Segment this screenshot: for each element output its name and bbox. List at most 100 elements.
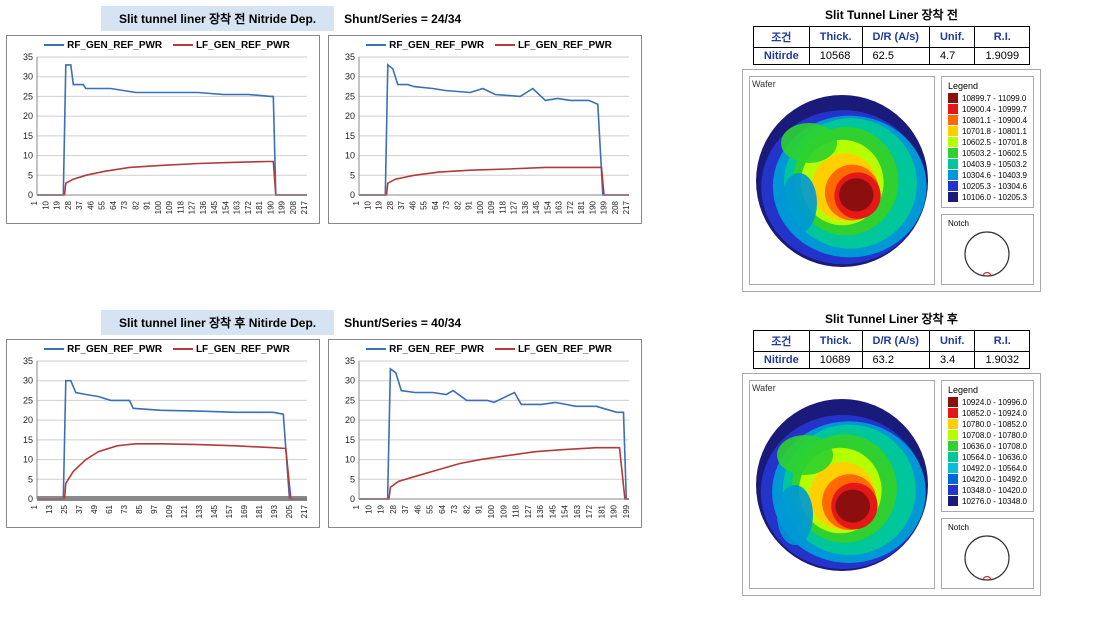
chart-legend: RF_GEN_REF_PWR LF_GEN_REF_PWR xyxy=(13,40,313,51)
svg-text:10: 10 xyxy=(23,455,33,465)
svg-text:35: 35 xyxy=(23,357,33,366)
result-table: 조건Thick.D/R (A/s)Unif.R.I.Nitirde1056862… xyxy=(753,26,1030,65)
svg-text:20: 20 xyxy=(345,111,355,121)
legend-title: Legend xyxy=(948,81,1027,91)
notch-icon xyxy=(961,532,1013,584)
svg-text:55: 55 xyxy=(420,200,429,209)
legend-label-lf: LF_GEN_REF_PWR xyxy=(196,344,290,355)
svg-text:154: 154 xyxy=(221,200,230,214)
legend-range: 10348.0 - 10420.0 xyxy=(962,486,1027,495)
table-cell: 3.4 xyxy=(929,352,974,369)
table-cell: Nitirde xyxy=(753,352,809,369)
svg-text:64: 64 xyxy=(438,504,447,513)
table-title: Slit Tunnel Liner 장착 후 xyxy=(825,310,958,327)
legend-label-rf: RF_GEN_REF_PWR xyxy=(67,40,162,51)
legend-item: 10420.0 - 10492.0 xyxy=(948,474,1027,484)
shunt-series-label: Shunt/Series = 24/34 xyxy=(344,12,461,26)
result-table: 조건Thick.D/R (A/s)Unif.R.I.Nitirde1068963… xyxy=(753,330,1030,369)
svg-text:30: 30 xyxy=(345,72,355,82)
svg-text:136: 136 xyxy=(536,504,545,518)
svg-text:82: 82 xyxy=(131,200,140,209)
legend-title: Legend xyxy=(948,385,1027,395)
svg-text:100: 100 xyxy=(487,504,496,518)
svg-text:133: 133 xyxy=(195,504,204,518)
svg-text:13: 13 xyxy=(45,504,54,513)
table-title: Slit Tunnel Liner 장착 전 xyxy=(825,6,958,23)
svg-text:73: 73 xyxy=(442,200,451,209)
wafer-map xyxy=(752,395,932,575)
svg-text:145: 145 xyxy=(210,504,219,518)
svg-text:181: 181 xyxy=(597,504,606,518)
svg-text:91: 91 xyxy=(143,200,152,209)
legend-range: 10708.0 - 10780.0 xyxy=(962,431,1027,440)
svg-text:127: 127 xyxy=(524,504,533,518)
svg-text:145: 145 xyxy=(548,504,557,518)
svg-text:217: 217 xyxy=(300,504,309,518)
line-chart: 0510152025303511325374961738597109121133… xyxy=(13,357,313,527)
svg-text:20: 20 xyxy=(23,111,33,121)
svg-text:181: 181 xyxy=(577,200,586,214)
svg-text:10: 10 xyxy=(363,200,372,209)
notch-label: Notch xyxy=(948,219,969,228)
wafer-panel: Wafer xyxy=(749,380,935,589)
svg-text:172: 172 xyxy=(244,200,253,214)
svg-text:136: 136 xyxy=(521,200,530,214)
table-cell: 4.7 xyxy=(929,48,974,65)
svg-text:0: 0 xyxy=(350,494,355,504)
svg-text:15: 15 xyxy=(345,131,355,141)
legend-range: 10403.9 - 10503.2 xyxy=(962,160,1027,169)
svg-text:1: 1 xyxy=(30,200,39,205)
svg-text:109: 109 xyxy=(499,504,508,518)
table-cell: 10568 xyxy=(809,48,862,65)
svg-text:199: 199 xyxy=(600,200,609,214)
legend-item: 10205.3 - 10304.6 xyxy=(948,181,1027,191)
results-column: Slit Tunnel Liner 장착 후조건Thick.D/R (A/s)U… xyxy=(678,310,1105,596)
svg-text:169: 169 xyxy=(240,504,249,518)
svg-text:127: 127 xyxy=(188,200,197,214)
svg-text:61: 61 xyxy=(105,504,114,513)
svg-text:193: 193 xyxy=(270,504,279,518)
table-cell: 62.5 xyxy=(862,48,929,65)
svg-text:19: 19 xyxy=(377,504,386,513)
svg-text:20: 20 xyxy=(345,415,355,425)
svg-text:35: 35 xyxy=(23,53,33,62)
legend-item: 10852.0 - 10924.0 xyxy=(948,408,1027,418)
svg-text:121: 121 xyxy=(180,504,189,518)
svg-text:154: 154 xyxy=(543,200,552,214)
notch-icon xyxy=(961,228,1013,280)
svg-text:28: 28 xyxy=(386,200,395,209)
svg-text:37: 37 xyxy=(401,504,410,513)
legend-range: 10900.4 - 10999.7 xyxy=(962,105,1027,114)
svg-text:73: 73 xyxy=(450,504,459,513)
table-header: 조건 xyxy=(753,331,809,352)
svg-text:100: 100 xyxy=(476,200,485,214)
svg-text:5: 5 xyxy=(28,474,33,484)
charts-column: Slit tunnel liner 장착 후 Nitirde Dep. Shun… xyxy=(6,310,666,596)
svg-text:25: 25 xyxy=(23,91,33,101)
svg-text:217: 217 xyxy=(622,200,631,214)
legend-label-lf: LF_GEN_REF_PWR xyxy=(196,40,290,51)
notch-box: Notch xyxy=(941,518,1034,589)
svg-text:10: 10 xyxy=(41,200,50,209)
legend-label-lf: LF_GEN_REF_PWR xyxy=(518,344,612,355)
wafer-map xyxy=(752,91,932,271)
section-row: Slit tunnel liner 장착 후 Nitirde Dep. Shun… xyxy=(6,310,1105,596)
wafer-block: Wafer Legend 10924.0 - 10996.0 10852.0 -… xyxy=(742,373,1041,596)
legend-range: 10701.8 - 10801.1 xyxy=(962,127,1027,136)
svg-text:30: 30 xyxy=(23,72,33,82)
legend-range: 10602.5 - 10701.8 xyxy=(962,138,1027,147)
svg-text:35: 35 xyxy=(345,357,355,366)
svg-text:25: 25 xyxy=(345,91,355,101)
svg-text:205: 205 xyxy=(285,504,294,518)
legend-item: 10801.1 - 10900.4 xyxy=(948,115,1027,125)
svg-text:10: 10 xyxy=(345,455,355,465)
legend-item: 10564.0 - 10636.0 xyxy=(948,452,1027,462)
svg-text:199: 199 xyxy=(622,504,631,518)
legend-item: 10780.0 - 10852.0 xyxy=(948,419,1027,429)
svg-text:118: 118 xyxy=(176,200,185,213)
svg-text:109: 109 xyxy=(165,200,174,214)
chart-legend: RF_GEN_REF_PWR LF_GEN_REF_PWR xyxy=(335,40,635,51)
svg-text:190: 190 xyxy=(588,200,597,214)
svg-text:19: 19 xyxy=(53,200,62,209)
wafer-legend: Legend 10899.7 - 11099.0 10900.4 - 10999… xyxy=(941,76,1034,208)
